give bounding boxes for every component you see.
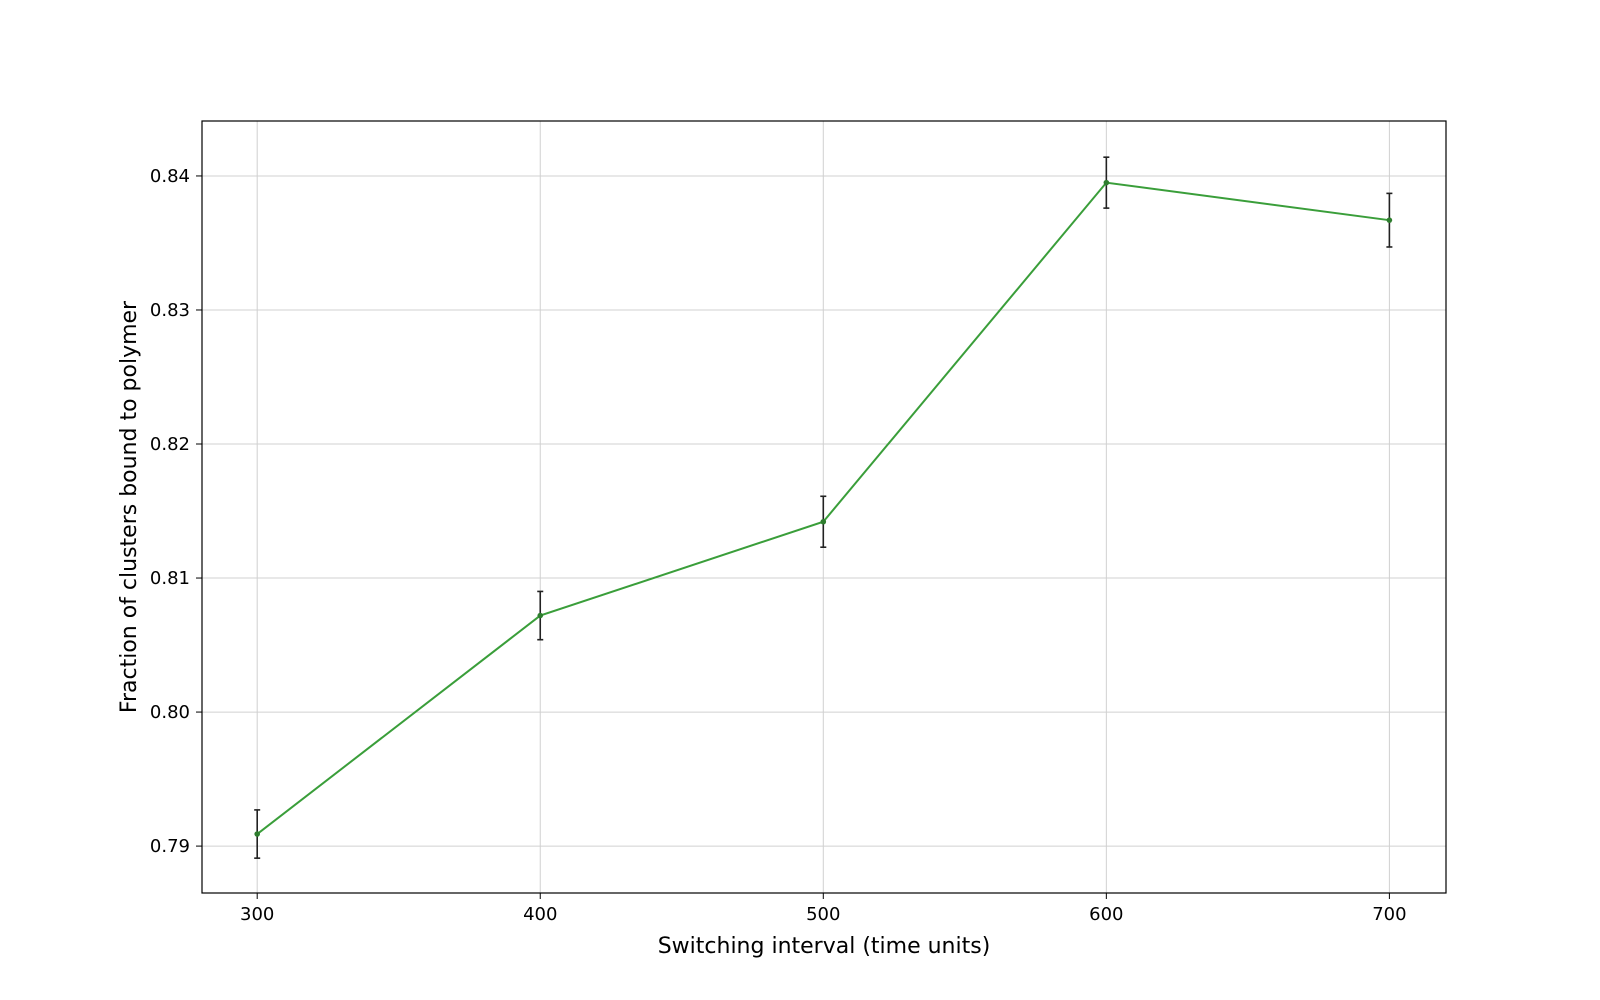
- grid-layer: [202, 121, 1446, 893]
- y-tick-label: 0.80: [150, 702, 190, 723]
- data-point: [537, 612, 544, 619]
- data-point: [820, 518, 827, 525]
- y-tick-label: 0.84: [150, 166, 190, 187]
- y-tick-label: 0.83: [150, 300, 190, 321]
- x-tick-label: 700: [1372, 904, 1406, 925]
- x-axis-label: Switching interval (time units): [658, 934, 991, 959]
- x-tick-label: 300: [240, 904, 274, 925]
- y-tick-label: 0.81: [150, 568, 190, 589]
- data-point: [1386, 217, 1393, 223]
- data-point: [254, 831, 260, 837]
- y-tick-label: 0.79: [150, 836, 190, 857]
- x-tick-label: 500: [806, 904, 840, 925]
- x-tick-label: 400: [523, 904, 557, 925]
- y-tick-label: 0.82: [150, 434, 190, 455]
- plot-frame: [201, 120, 1447, 894]
- y-axis-label: Fraction of clusters bound to polymer: [117, 300, 142, 713]
- tick-layer: 300 400 500 600 700 0.79 0.80 0.81 0.82 0.83 0.84: [150, 166, 1407, 925]
- x-tick-label: 600: [1089, 904, 1123, 925]
- series-layer: [254, 156, 1393, 859]
- data-point: [1103, 179, 1110, 186]
